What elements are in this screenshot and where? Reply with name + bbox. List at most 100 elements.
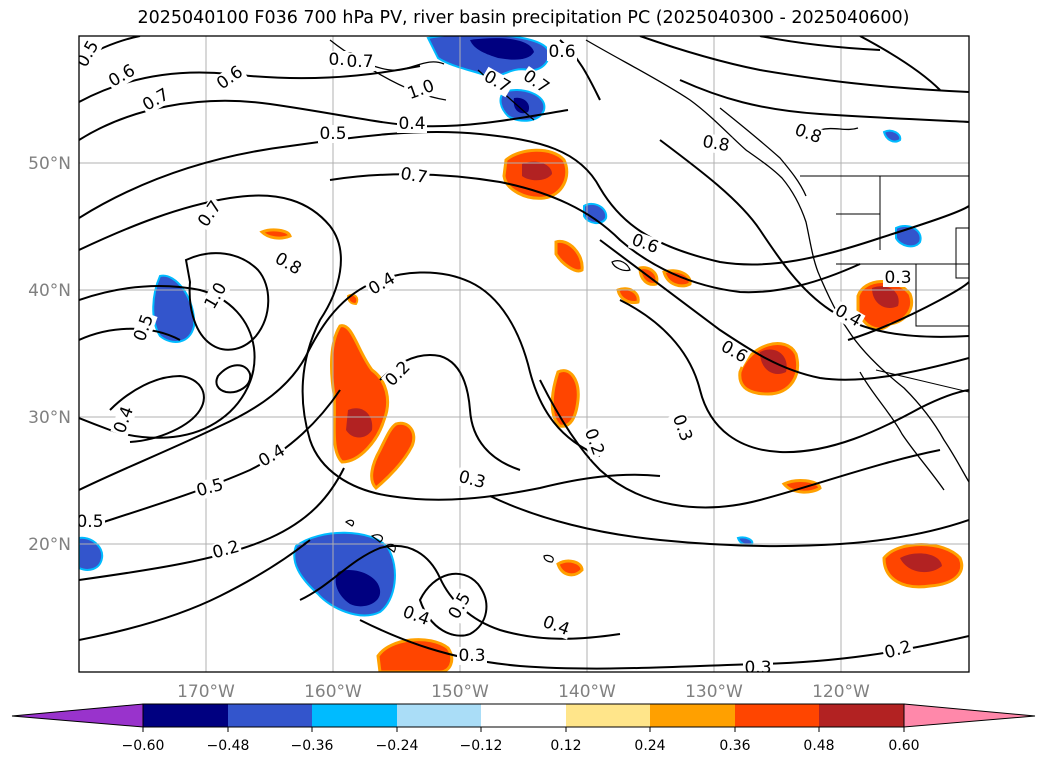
- positive-anomaly-core: [522, 161, 552, 181]
- colorbar-bin: [228, 704, 312, 727]
- contour-label: 0.5: [73, 37, 104, 70]
- contour-label-background: [790, 120, 826, 148]
- contour-label-background: [209, 537, 243, 563]
- colorbar-bin: [650, 704, 735, 727]
- contour-label-background: [345, 53, 375, 71]
- negative-anomaly-area: [882, 129, 902, 143]
- contour-label-background: [318, 125, 348, 143]
- colorbar-tick-label: 0.24: [634, 738, 665, 754]
- contour-label-background: [398, 602, 434, 630]
- contour-label-background: [668, 410, 696, 446]
- longitude-labels: 170°W 160°W 150°W 140°W 130°W 120°W: [177, 682, 870, 702]
- contour-label: 0.7: [346, 52, 373, 72]
- contour-label-background: [455, 467, 489, 493]
- contour-label-background: [830, 300, 866, 332]
- contour-label: 0.2: [381, 357, 414, 390]
- lon-label: 170°W: [177, 682, 235, 702]
- contour-label-background: [397, 115, 427, 133]
- lat-label: 30°N: [28, 408, 71, 428]
- contour-label: 0.2: [210, 537, 241, 563]
- colorbar-bin: [312, 704, 397, 727]
- contour-label-background: [397, 164, 431, 188]
- contour-label: 0.6: [548, 42, 575, 62]
- lon-label: 130°W: [685, 682, 743, 702]
- contour-label-background: [364, 268, 400, 300]
- colorbar-max-extend: [903, 703, 1036, 728]
- colorbar-tick-label: 0.36: [719, 738, 750, 754]
- contour-label: 1.0: [201, 279, 232, 312]
- lon-label: 150°W: [431, 682, 489, 702]
- positive-anomaly-area: [556, 559, 584, 577]
- lon-label: 160°W: [304, 682, 362, 702]
- coastlines: [329, 39, 969, 491]
- contour-label-background: [479, 66, 515, 98]
- lon-label: 120°W: [812, 682, 870, 702]
- colorbar-tick-label: −0.60: [122, 738, 165, 754]
- colorbar-tick-label: −0.48: [207, 738, 250, 754]
- contour-label-background: [547, 43, 577, 61]
- contour-label-background: [518, 66, 554, 98]
- contour-label-background: [194, 196, 226, 232]
- contour-label-background: [193, 475, 227, 501]
- precipitation-shading: [79, 36, 963, 672]
- positive-anomaly-area: [662, 269, 692, 288]
- contour-label-background: [212, 62, 248, 94]
- pv-contours: [79, 36, 969, 670]
- colorbar-min-extend: [11, 703, 144, 728]
- latitude-labels: 50°N 40°N 30°N 20°N: [28, 154, 71, 555]
- contour-label: 0.5: [194, 475, 225, 501]
- contour-label-background: [200, 278, 232, 314]
- colorbar-bin: [481, 704, 566, 727]
- positive-anomaly-core: [900, 553, 942, 573]
- negative-anomaly-core: [335, 570, 381, 607]
- contour-label-background: [79, 513, 105, 531]
- contour-label-background: [138, 84, 174, 116]
- negative-anomaly-core: [470, 38, 534, 60]
- contour-label: 0.7: [194, 197, 226, 231]
- contour-label: 0.3: [744, 658, 771, 678]
- positive-anomaly-core: [872, 286, 899, 308]
- contour-label-background: [883, 269, 913, 287]
- contour-label-background: [110, 402, 138, 438]
- colorbar-tick-label: −0.36: [291, 738, 334, 754]
- colorbar-tick-label: 0.48: [803, 738, 834, 754]
- lat-label: 40°N: [28, 281, 71, 301]
- contour-label-background: [104, 60, 140, 92]
- contour-label-background: [716, 336, 752, 368]
- colorbar-bin: [397, 704, 481, 727]
- contour-label-background: [538, 612, 574, 640]
- positive-anomaly-area: [616, 287, 640, 304]
- positive-anomaly-area: [781, 479, 822, 494]
- positive-anomaly-area: [330, 324, 389, 464]
- positive-anomaly-area: [370, 421, 416, 491]
- contour-label: 0.7: [399, 164, 429, 188]
- colorbar-bin: [143, 704, 228, 727]
- contour-label-background: [457, 647, 487, 665]
- negative-anomaly-area: [79, 536, 104, 571]
- contour-label: 0.8: [701, 132, 731, 156]
- islands: [344, 260, 631, 563]
- contour-label-background: [79, 36, 104, 72]
- contour-label: 0.5: [319, 124, 346, 144]
- positive-anomaly-area: [259, 228, 292, 240]
- contour-label-background: [381, 357, 415, 391]
- contour-label-background: [881, 637, 915, 663]
- contour-label-background: [270, 248, 306, 280]
- contour-label-background: [627, 230, 663, 258]
- colorbar-frame: [142, 703, 905, 728]
- contour-label: 0.6: [213, 62, 247, 94]
- negative-anomaly-core: [513, 97, 530, 114]
- colorbar-bin: [566, 704, 650, 727]
- contour-label: 0.8: [271, 249, 304, 280]
- positive-anomaly-area: [550, 369, 580, 428]
- contour-label-background: [130, 310, 158, 346]
- political-borders: [800, 175, 969, 393]
- lat-label: 50°N: [28, 154, 71, 174]
- contour-label-background: [254, 440, 290, 472]
- contour-label: 0.5: [76, 512, 103, 532]
- colorbar-tick-label: 0.12: [550, 738, 581, 754]
- contour-label: 0.3: [458, 646, 485, 666]
- positive-anomaly-core: [346, 408, 373, 438]
- contour-label: 0.6: [105, 61, 138, 92]
